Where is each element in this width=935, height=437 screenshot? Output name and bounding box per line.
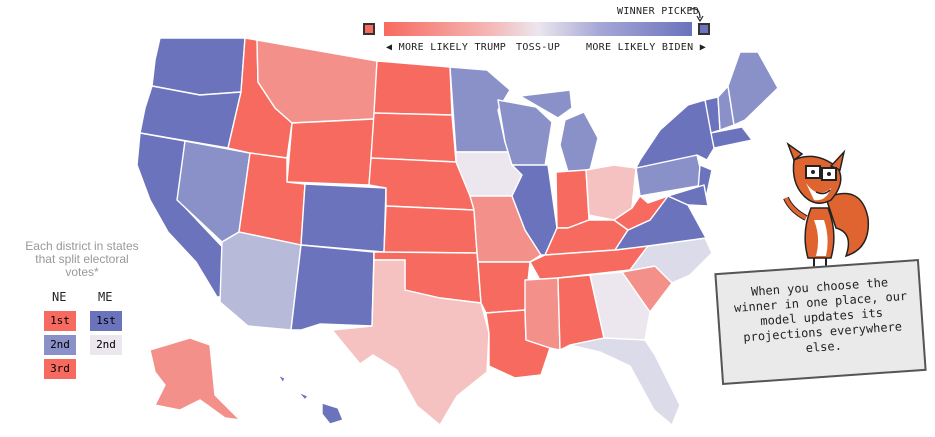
state-md[interactable] — [667, 184, 709, 207]
callout-text: When you choose the winner in one place,… — [733, 275, 908, 356]
ne-district-3[interactable]: 3rd — [44, 359, 76, 379]
callout-box: When you choose the winner in one place,… — [714, 258, 927, 386]
state-ga[interactable] — [589, 271, 651, 341]
curved-arrow-icon — [689, 8, 704, 23]
ne-header: NE — [52, 290, 67, 304]
district-caption: Each district in states that split elect… — [25, 239, 139, 279]
state-il[interactable] — [511, 164, 558, 256]
state-nm[interactable] — [290, 244, 375, 331]
state-nd[interactable] — [373, 60, 453, 116]
toss-up-label: TOSS-UP — [516, 42, 561, 53]
biden-winner-swatch[interactable] — [698, 23, 710, 35]
state-hi[interactable] — [277, 374, 344, 425]
state-ar[interactable] — [477, 261, 531, 314]
state-wv[interactable] — [613, 195, 669, 231]
winner-picked-label: WINNER PICKED — [617, 6, 700, 17]
state-sd[interactable] — [370, 112, 457, 163]
trump-winner-swatch[interactable] — [363, 23, 375, 35]
state-wa[interactable] — [151, 37, 246, 96]
state-wy[interactable] — [286, 118, 375, 186]
me-district-1[interactable]: 1st — [90, 311, 122, 331]
fox-mascot-icon — [783, 141, 870, 270]
me-header: ME — [98, 290, 113, 304]
state-ma[interactable] — [710, 126, 753, 149]
probability-gradient-bar — [384, 22, 692, 36]
ne-district-2[interactable]: 2nd — [44, 335, 76, 355]
state-co[interactable] — [300, 183, 387, 253]
more-likely-biden-label: MORE LIKELY BIDEN ▶ — [586, 42, 707, 53]
state-fl[interactable] — [569, 337, 681, 426]
me-district-2[interactable]: 2nd — [90, 335, 122, 355]
state-ms[interactable] — [524, 277, 561, 351]
state-ak[interactable] — [149, 337, 241, 421]
state-tx[interactable] — [331, 259, 490, 426]
state-az[interactable] — [219, 231, 302, 331]
state-me[interactable] — [727, 51, 779, 126]
state-ks[interactable] — [383, 205, 478, 254]
ne-district-1[interactable]: 1st — [44, 311, 76, 331]
state-in[interactable] — [555, 169, 590, 229]
state-ny[interactable] — [635, 99, 717, 169]
more-likely-trump-label: ◀ MORE LIKELY TRUMP — [386, 42, 507, 53]
